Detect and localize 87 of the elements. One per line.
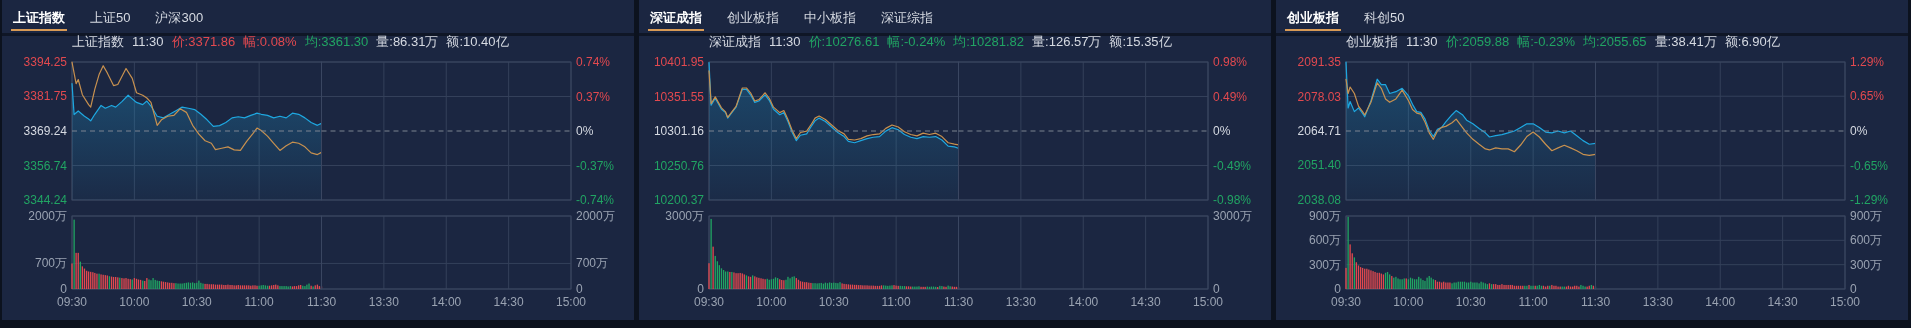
x-tick-label: 10:30	[181, 295, 213, 309]
y-tick-label: 3356.74	[23, 158, 68, 173]
text: 深证综指	[881, 10, 933, 25]
y2-tick-label: 0.74%	[576, 55, 611, 69]
y2-tick-label: -0.37%	[576, 158, 615, 173]
x-tick-label: 14:30	[493, 295, 524, 309]
x-tick-label: 15:00	[1829, 295, 1861, 309]
x-tick-label: 09:30	[56, 295, 88, 309]
x-tick-label: 11:30	[1580, 295, 1611, 309]
x-tick-label: 11:00	[1518, 295, 1549, 309]
x-tick-label: 13:30	[1005, 295, 1037, 309]
y2-tick-label: 1.29%	[1850, 55, 1885, 69]
y-tick-label: 2064.71	[1297, 124, 1342, 139]
x-tick-label: 09:30	[1330, 295, 1362, 309]
x-tick-label: 14:00	[1705, 295, 1736, 309]
y2-tick-label: -0.65%	[1850, 158, 1889, 173]
x-tick-label: 14:30	[1130, 295, 1161, 309]
chart-title: 深证成指	[649, 10, 702, 25]
y2-tick-label: 0.65%	[1850, 89, 1885, 104]
y2-tick-label: 0.49%	[1213, 89, 1248, 104]
y2-tick-label: -1.29%	[1850, 193, 1889, 207]
y-tick-label: 2038.08	[1297, 193, 1342, 207]
y2-tick-label: 900万	[1850, 209, 1883, 223]
chart-title: 上证指数	[12, 10, 66, 25]
x-tick-label: 09:30	[693, 295, 725, 309]
x-tick-label: 10:30	[818, 295, 850, 309]
y2-tick-label: 0	[1850, 282, 1857, 296]
y-tick-label: 3394.25	[23, 55, 68, 69]
y-tick-label: 3344.24	[23, 193, 68, 207]
y-tick-label: 3381.75	[23, 89, 68, 104]
x-tick-label: 15:00	[555, 295, 587, 309]
text: 中小板指	[804, 10, 856, 25]
y-tick-label: 0	[1334, 282, 1342, 296]
x-tick-label: 14:00	[431, 295, 462, 309]
chart-title: 创业板指	[1286, 10, 1339, 25]
y-tick-label: 2000万	[28, 209, 67, 223]
x-tick-label: 13:30	[368, 295, 400, 309]
x-tick-label: 13:30	[1642, 295, 1674, 309]
y-tick-label: 0	[60, 282, 68, 296]
y2-tick-label: 3000万	[1213, 209, 1252, 223]
x-tick-label: 10:00	[119, 295, 150, 309]
y-tick-label: 10401.95	[653, 55, 705, 69]
y2-tick-label: 0%	[576, 124, 594, 138]
y-tick-label: 3369.24	[23, 124, 68, 139]
chart-subtitle: 深证成指 11:30 价:10276.61 幅:-0.24% 均:10281.82 量:126.57万 额:15.35亿	[709, 34, 1172, 49]
y2-tick-label: 0	[576, 282, 583, 296]
y-tick-label: 600万	[1308, 233, 1341, 248]
y-tick-label: 700万	[34, 256, 67, 271]
text: 上证50	[90, 10, 131, 25]
chart-subtitle: 上证指数 11:30 价:3371.86 幅:0.08% 均:3361.30 量:86.31万 额:10.40亿	[72, 34, 509, 49]
y2-tick-label: 300万	[1850, 257, 1883, 272]
y2-tick-label: -0.98%	[1213, 193, 1252, 207]
x-tick-label: 14:30	[1767, 295, 1798, 309]
y2-tick-label: 700万	[576, 256, 609, 271]
y-tick-label: 2051.40	[1297, 158, 1342, 173]
y-tick-label: 2078.03	[1297, 89, 1342, 104]
text: 沪深300	[155, 10, 204, 25]
x-tick-label: 10:30	[1455, 295, 1487, 309]
y-tick-label: 2091.35	[1297, 55, 1342, 69]
x-tick-label: 14:00	[1068, 295, 1099, 309]
x-tick-label: 11:00	[881, 295, 912, 309]
x-tick-label: 11:30	[306, 295, 337, 309]
y-tick-label: 0	[697, 282, 705, 296]
y2-tick-label: -0.74%	[576, 193, 615, 207]
y2-tick-label: 600万	[1850, 233, 1883, 248]
text: 科创50	[1364, 10, 1405, 25]
x-tick-label: 11:30	[943, 295, 974, 309]
y2-tick-label: 0%	[1213, 124, 1231, 138]
y-tick-label: 10250.76	[653, 158, 705, 173]
x-tick-label: 15:00	[1192, 295, 1224, 309]
x-tick-label: 11:00	[244, 295, 275, 309]
chart-subtitle: 创业板指 11:30 价:2059.88 幅:-0.23% 均:2055.65 量:38.41万 额:6.90亿	[1346, 34, 1780, 49]
y2-tick-label: -0.49%	[1213, 158, 1252, 173]
x-tick-label: 10:00	[756, 295, 787, 309]
y-tick-label: 10200.37	[653, 193, 705, 207]
y-tick-label: 300万	[1308, 257, 1341, 272]
y2-tick-label: 0.37%	[576, 89, 611, 104]
y-tick-label: 10301.16	[653, 124, 705, 138]
text: 创业板指	[727, 10, 779, 25]
y-tick-label: 3000万	[665, 209, 704, 223]
y-tick-label: 10351.55	[653, 89, 705, 104]
y2-tick-label: 2000万	[576, 209, 615, 223]
y2-tick-label: 0	[1213, 282, 1220, 296]
y2-tick-label: 0.98%	[1213, 55, 1248, 69]
y2-tick-label: 0%	[1850, 124, 1868, 138]
x-tick-label: 10:00	[1393, 295, 1424, 309]
y-tick-label: 900万	[1308, 209, 1341, 223]
